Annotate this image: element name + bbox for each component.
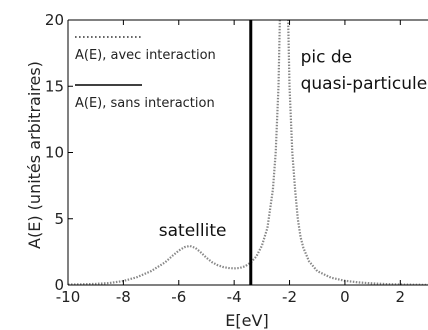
x-tick-label: -10 [56,288,81,306]
x-axis-label: E[eV] [225,311,268,330]
annotation-satellite: satellite [159,221,227,241]
series-avec-interaction-line [68,20,428,285]
y-tick-label: 15 [45,77,64,95]
legend: A(E), avec interaction A(E), sans intera… [75,36,216,111]
y-axis-label: A(E) (unités arbitraires) [25,61,44,249]
data-layer [68,20,428,285]
legend-label-avec-interaction: A(E), avec interaction [75,48,216,63]
x-tick-label: -6 [171,288,186,306]
annotation-pic-de: pic de [301,47,353,67]
x-tick-label: 2 [396,288,406,306]
annotation-quasi-particule: quasi-particule [301,74,428,94]
x-tick-label: 0 [340,288,350,306]
y-tick-label: 10 [45,144,64,162]
y-tick-label: 20 [45,11,64,29]
legend-label-sans-interaction: A(E), sans interaction [75,96,215,111]
y-tick-label: 0 [54,276,64,294]
y-tick-label: 5 [54,210,64,228]
x-tick-label: -2 [282,288,297,306]
x-tick-label: -8 [116,288,131,306]
x-tick-label: -4 [227,288,242,306]
